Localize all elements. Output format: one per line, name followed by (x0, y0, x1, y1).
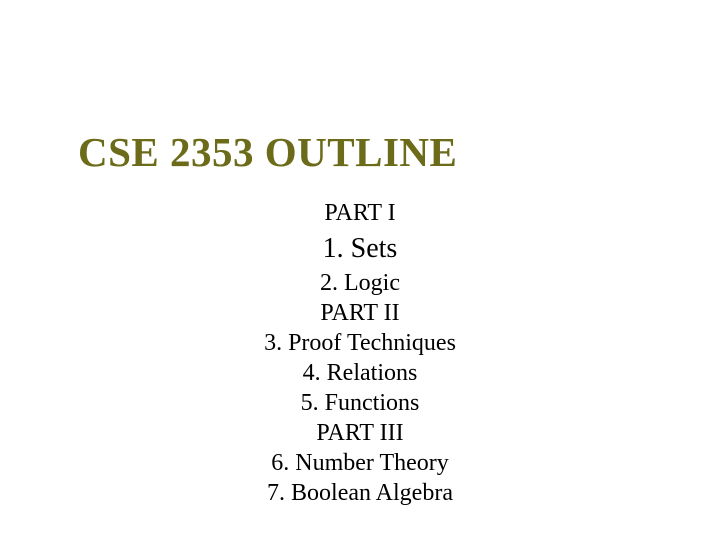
outline-item: 1. Sets (0, 231, 720, 267)
outline-item: 6. Number Theory (0, 448, 720, 478)
part-label: PART III (0, 418, 720, 448)
part-label: PART II (0, 298, 720, 328)
outline-item: 2. Logic (0, 268, 720, 298)
slide-title: CSE 2353 OUTLINE (78, 128, 457, 176)
outline-item: 7. Boolean Algebra (0, 478, 720, 508)
part-label: PART I (0, 198, 720, 229)
outline-item: 4. Relations (0, 358, 720, 388)
outline-item: 3. Proof Techniques (0, 328, 720, 358)
outline-content: PART I 1. Sets 2. Logic PART II 3. Proof… (0, 198, 720, 508)
outline-item: 5. Functions (0, 388, 720, 418)
